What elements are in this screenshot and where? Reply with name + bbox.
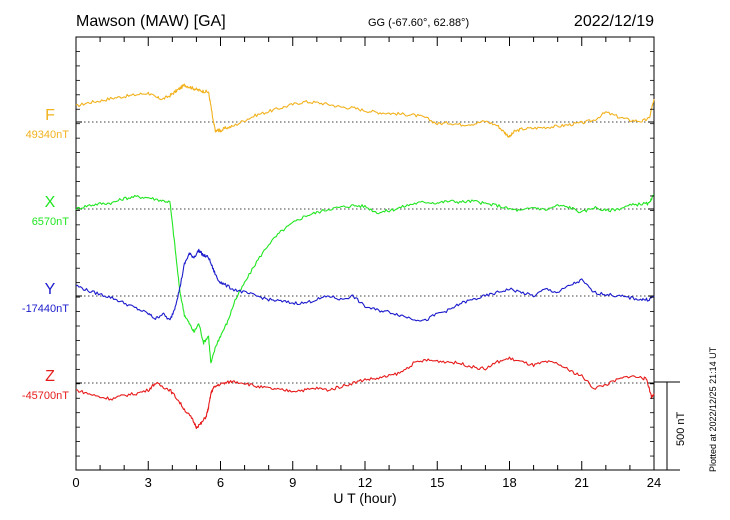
date-label: 2022/12/19 — [574, 13, 654, 30]
series-baseline-x: 6570nT — [32, 216, 70, 228]
x-axis-label: U T (hour) — [333, 490, 396, 506]
scale-bar-label: 500 nT — [675, 411, 687, 446]
series-name-z: Z — [45, 368, 55, 385]
series-baseline-z: -45700nT — [22, 390, 69, 402]
x-tick-label: 15 — [430, 475, 444, 490]
traces-group — [75, 83, 655, 430]
x-tick-label: 9 — [289, 475, 296, 490]
trace-f — [75, 83, 655, 138]
scale-bar: 500 nT — [654, 381, 687, 471]
trace-x — [75, 194, 655, 364]
series-name-x: X — [45, 194, 56, 211]
x-tick-label: 0 — [72, 475, 79, 490]
x-tick-label: 3 — [145, 475, 152, 490]
baselines-group — [76, 121, 654, 384]
series-baseline-y: -17440nT — [22, 303, 69, 315]
series-baseline-f: 49340nT — [26, 129, 70, 141]
trace-y — [75, 248, 655, 322]
x-tick-label: 21 — [575, 475, 589, 490]
plotted-note: Plotted at 2022/12/25 21:14 UT — [708, 346, 718, 472]
series-labels-group: F 49340nT X 6570nT Y -17440nT Z -45700nT — [22, 107, 69, 402]
trace-z — [75, 356, 655, 430]
x-tick-label: 24 — [647, 475, 661, 490]
x-tick-label: 18 — [502, 475, 516, 490]
coordinates-label: GG (-67.60°, 62.88°) — [368, 17, 469, 29]
x-tick-label: 6 — [217, 475, 224, 490]
x-ticks-group: 0 3 6 9 12 15 18 21 24 — [72, 36, 661, 490]
x-tick-label: 12 — [358, 475, 372, 490]
series-name-f: F — [45, 107, 55, 124]
series-name-y: Y — [45, 281, 56, 298]
plot-frame — [75, 36, 655, 471]
station-title: Mawson (MAW) [GA] — [76, 13, 226, 30]
